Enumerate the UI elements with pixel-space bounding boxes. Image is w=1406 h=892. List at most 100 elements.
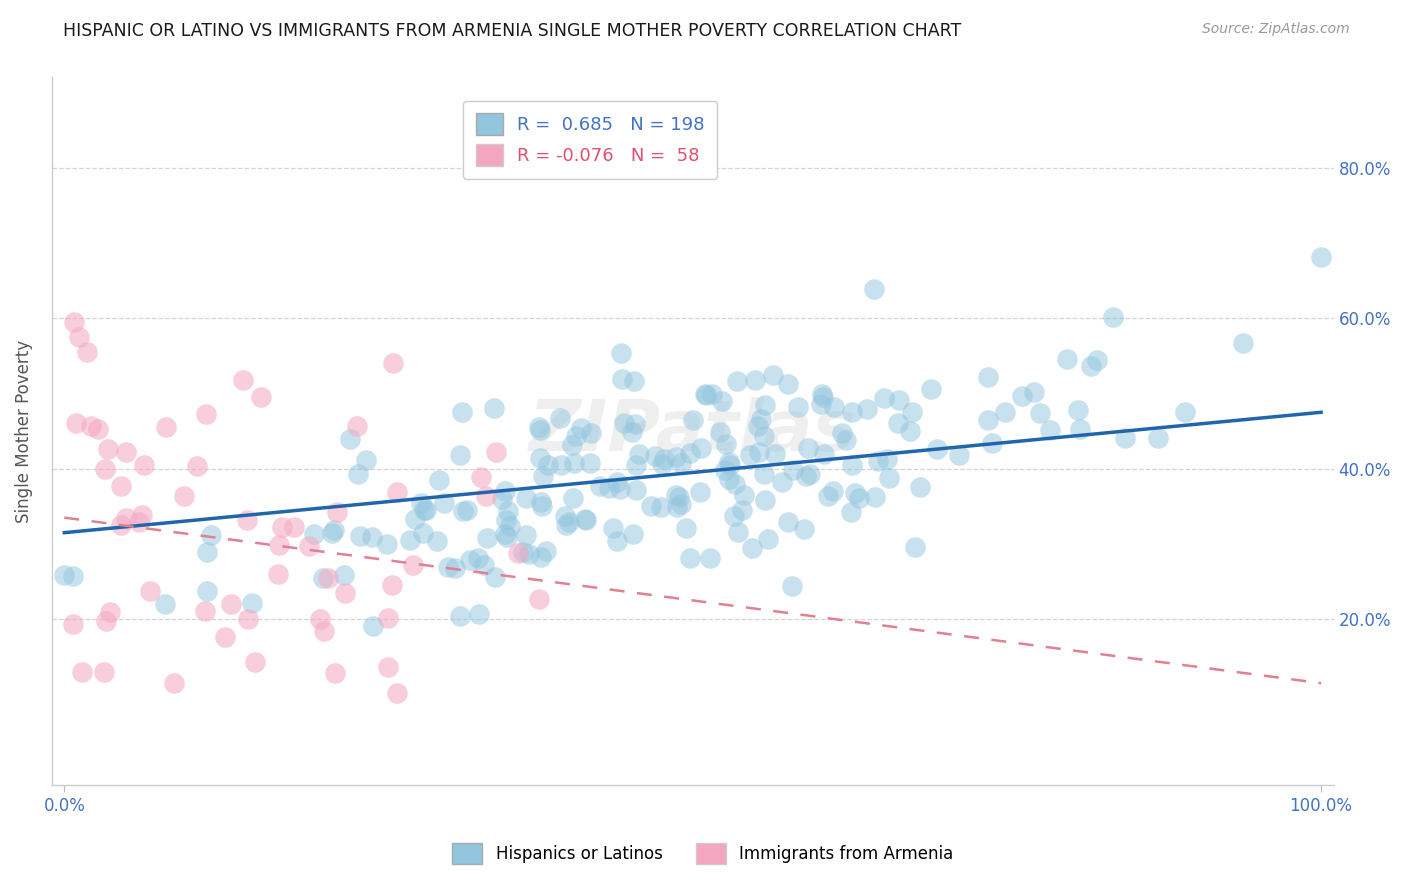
Point: [564, 429, 586, 443]
Point: [665, 500, 688, 514]
Point: [770, 475, 793, 489]
Point: [793, 522, 815, 536]
Point: [862, 282, 884, 296]
Point: [232, 373, 254, 387]
Point: [484, 570, 506, 584]
Point: [323, 665, 346, 680]
Point: [863, 490, 886, 504]
Point: [531, 468, 554, 483]
Point: [558, 515, 581, 529]
Point: [1028, 406, 1050, 420]
Point: [780, 579, 803, 593]
Point: [679, 446, 702, 460]
Point: [354, 453, 377, 467]
Point: [589, 479, 612, 493]
Point: [128, 516, 150, 530]
Point: [811, 390, 834, 404]
Point: [65, 417, 87, 431]
Point: [323, 523, 346, 537]
Point: [948, 448, 970, 462]
Point: [841, 458, 863, 472]
Point: [475, 489, 498, 503]
Point: [470, 470, 492, 484]
Legend: R =  0.685   N = 198, R = -0.076   N =  58: R = 0.685 N = 198, R = -0.076 N = 58: [463, 101, 717, 179]
Point: [139, 584, 162, 599]
Point: [404, 511, 426, 525]
Point: [844, 486, 866, 500]
Point: [723, 509, 745, 524]
Point: [711, 394, 734, 409]
Point: [839, 505, 862, 519]
Point: [621, 425, 644, 440]
Point: [606, 533, 628, 548]
Point: [876, 452, 898, 467]
Point: [1080, 359, 1102, 373]
Point: [920, 382, 942, 396]
Point: [575, 513, 598, 527]
Point: [835, 434, 858, 448]
Point: [695, 387, 717, 401]
Point: [529, 419, 551, 434]
Point: [236, 513, 259, 527]
Point: [529, 423, 551, 437]
Point: [717, 472, 740, 486]
Point: [495, 530, 517, 544]
Point: [817, 489, 839, 503]
Point: [499, 519, 522, 533]
Point: [494, 526, 516, 541]
Point: [810, 397, 832, 411]
Point: [654, 452, 676, 467]
Point: [668, 490, 690, 504]
Point: [97, 442, 120, 457]
Point: [377, 537, 399, 551]
Point: [98, 605, 121, 619]
Point: [415, 502, 437, 516]
Point: [665, 488, 688, 502]
Point: [886, 416, 908, 430]
Point: [409, 496, 432, 510]
Point: [628, 447, 651, 461]
Point: [194, 408, 217, 422]
Point: [427, 474, 450, 488]
Point: [67, 330, 90, 344]
Point: [377, 660, 399, 674]
Point: [1069, 422, 1091, 436]
Point: [679, 551, 702, 566]
Point: [163, 676, 186, 690]
Point: [512, 545, 534, 559]
Point: [80, 419, 103, 434]
Point: [725, 374, 748, 388]
Point: [94, 462, 117, 476]
Point: [877, 471, 900, 485]
Point: [727, 525, 749, 540]
Point: [831, 425, 853, 440]
Point: [243, 655, 266, 669]
Point: [776, 515, 799, 529]
Point: [529, 495, 551, 509]
Point: [561, 438, 583, 452]
Point: [385, 686, 408, 700]
Point: [200, 528, 222, 542]
Point: [1011, 389, 1033, 403]
Point: [316, 571, 339, 585]
Legend: Hispanics or Latinos, Immigrants from Armenia: Hispanics or Latinos, Immigrants from Ar…: [446, 837, 960, 871]
Point: [449, 448, 471, 462]
Point: [980, 436, 1002, 450]
Point: [267, 566, 290, 581]
Point: [562, 491, 585, 505]
Point: [1173, 405, 1195, 419]
Point: [856, 402, 879, 417]
Point: [114, 445, 136, 459]
Point: [1232, 335, 1254, 350]
Point: [529, 451, 551, 466]
Point: [70, 665, 93, 680]
Point: [747, 418, 769, 433]
Point: [485, 445, 508, 459]
Point: [887, 393, 910, 408]
Point: [797, 442, 820, 456]
Point: [762, 368, 785, 383]
Point: [700, 386, 723, 401]
Point: [682, 412, 704, 426]
Point: [385, 484, 408, 499]
Point: [347, 467, 370, 482]
